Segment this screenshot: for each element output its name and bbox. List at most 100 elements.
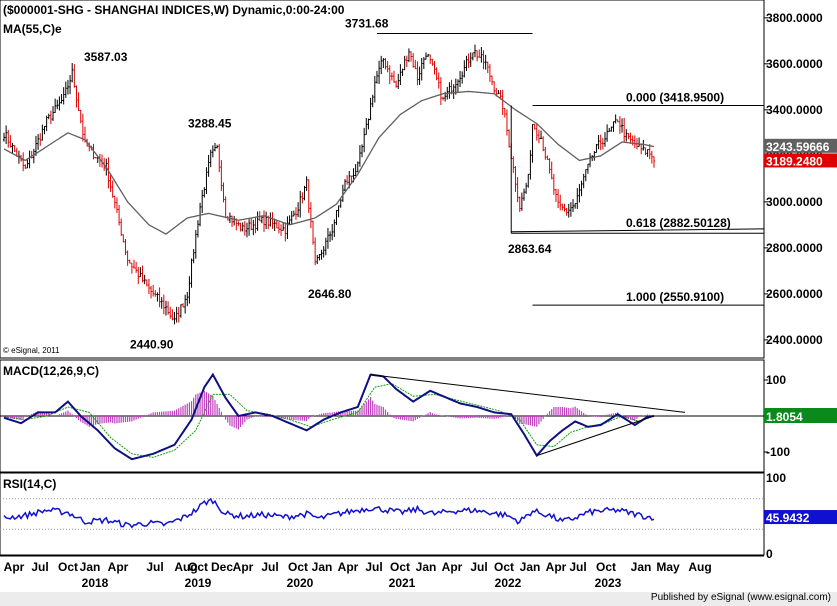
price-bar: [141, 265, 144, 283]
price-bar: [350, 175, 353, 183]
price-bar: [335, 210, 338, 225]
x-year-label: 2023: [595, 576, 622, 590]
rsi-line: [3, 497, 655, 529]
price-bar: [282, 222, 285, 231]
price-bar: [218, 143, 221, 173]
price-bar: [412, 53, 415, 68]
price-bar: [94, 157, 97, 159]
price-bar: [535, 122, 538, 141]
price-bar: [427, 53, 430, 57]
price-bar: [301, 192, 304, 204]
price-bar: [307, 179, 310, 213]
price-value-box: 3189.2480: [764, 153, 837, 168]
price-bar: [312, 220, 315, 245]
price-bar: [346, 175, 349, 185]
price-bar: [610, 126, 613, 132]
price-bar: [386, 61, 389, 73]
price-bar: [578, 184, 581, 203]
price-annotation: 3288.45: [188, 116, 232, 130]
axes: 3800.00003600.00003400.00003200.00003000…: [4, 11, 837, 590]
price-bar: [79, 109, 82, 124]
price-bar: [294, 207, 297, 220]
price-annotation: 0.618 (2882.50128): [626, 216, 731, 230]
price-y-tick-label: 3600.0000: [766, 57, 823, 71]
price-bar: [648, 144, 651, 160]
price-bar: [358, 145, 361, 167]
price-bar: [563, 203, 566, 212]
price-bar: [642, 139, 645, 151]
price-bar: [118, 205, 121, 226]
price-bar: [192, 249, 195, 264]
x-month-label: Oct: [188, 560, 208, 574]
price-bar: [469, 52, 472, 67]
price-bar: [371, 94, 374, 108]
x-month-label: Jan: [631, 560, 652, 574]
price-bar: [188, 276, 191, 304]
price-bar: [224, 196, 227, 219]
price-bar: [623, 117, 626, 143]
x-year-label: 2020: [287, 576, 314, 590]
price-bar: [56, 99, 59, 110]
price-bar: [322, 246, 325, 258]
price-bar: [58, 96, 61, 111]
price-bar: [612, 121, 615, 132]
price-bar: [493, 81, 496, 94]
x-month-label: Jul: [261, 560, 278, 574]
x-month-label: Apr: [338, 560, 359, 574]
price-bar: [395, 80, 398, 88]
price-bar: [277, 222, 280, 234]
price-bar: [201, 189, 204, 214]
price-bar: [631, 135, 634, 146]
svg-text:45.9432: 45.9432: [766, 511, 810, 525]
macd-plot: [0, 372, 764, 461]
price-bar: [162, 294, 165, 315]
price-bar: [520, 192, 523, 211]
price-bar: [75, 85, 78, 108]
price-bar: [497, 90, 500, 95]
macd-upper-trendline: [370, 374, 686, 413]
price-bar: [537, 129, 540, 144]
x-month-label: Oct: [494, 560, 514, 574]
price-bar: [135, 261, 138, 273]
price-bar: [139, 267, 142, 278]
price-bar: [388, 65, 391, 85]
price-bar: [37, 134, 40, 150]
price-panel-frame: [0, 0, 765, 359]
x-month-label: Jul: [146, 560, 163, 574]
price-bar: [213, 142, 216, 152]
price-bar: [158, 287, 161, 308]
price-bar: [390, 72, 393, 81]
price-bar: [173, 311, 176, 325]
price-bar: [435, 67, 438, 81]
price-bar: [603, 132, 606, 147]
price-bar: [305, 176, 308, 191]
price-bar: [378, 60, 381, 84]
price-bar: [120, 218, 123, 236]
price-bar: [618, 116, 621, 134]
price-bar: [339, 199, 342, 208]
price-bar: [544, 146, 547, 160]
price-bar: [633, 135, 636, 149]
macd-y-tick-label: -100: [766, 445, 790, 459]
price-bar: [341, 184, 344, 202]
price-y-tick-label: 2800.0000: [766, 241, 823, 255]
price-bar: [150, 286, 153, 299]
price-bar: [130, 262, 133, 274]
price-bar: [608, 127, 611, 133]
price-bar: [653, 156, 655, 168]
price-bar: [32, 148, 35, 164]
price-bar: [128, 259, 131, 264]
price-bar: [9, 135, 12, 148]
x-month-label: Oct: [288, 560, 308, 574]
price-bar: [567, 203, 570, 218]
price-bar: [245, 222, 248, 238]
price-bar: [167, 301, 170, 315]
price-bar: [324, 237, 327, 256]
price-bar: [476, 50, 479, 62]
price-bar: [145, 279, 148, 287]
macd-lower-trendline: [536, 415, 655, 457]
price-bar: [606, 124, 609, 142]
x-month-label: Jul: [31, 560, 48, 574]
price-bar: [548, 158, 551, 174]
price-bar: [66, 79, 69, 95]
